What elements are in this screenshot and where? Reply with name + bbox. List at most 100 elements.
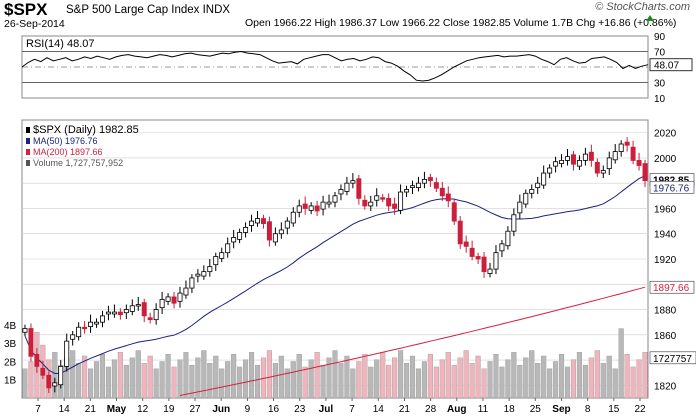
x-tick-label: 16 <box>268 404 280 415</box>
candle-body <box>28 328 34 357</box>
x-tick-label: 7 <box>349 404 355 415</box>
volume-bar <box>606 355 612 399</box>
candle-body <box>332 195 338 203</box>
triangle-up-icon <box>646 15 654 21</box>
volume-bar <box>618 328 624 399</box>
volume-bar <box>505 359 511 399</box>
ma50-line <box>24 175 646 375</box>
volume-bar <box>386 364 392 399</box>
volume-bar <box>588 357 594 399</box>
x-tick-label: 7 <box>35 404 41 415</box>
volume-bar <box>153 368 159 399</box>
price-tick-label: 2020 <box>654 129 677 140</box>
candle-body <box>22 328 28 333</box>
volume-bar <box>570 359 577 399</box>
candle-body <box>541 172 547 186</box>
candle-body <box>594 161 600 174</box>
volume-bar <box>356 361 362 399</box>
volume-bar <box>517 364 523 399</box>
x-tick-label: 27 <box>189 404 201 415</box>
candle-body <box>34 354 40 367</box>
candle-body <box>278 229 284 235</box>
volume-bar <box>612 368 618 399</box>
legend-swatch <box>26 138 30 144</box>
ma50-last-label: 1976.76 <box>653 183 690 194</box>
volume-bar <box>398 350 404 399</box>
volume-bar <box>165 354 171 399</box>
volume-bar <box>469 363 475 399</box>
volume-bar <box>374 359 380 399</box>
candle-body <box>70 334 76 340</box>
price-legend-entry: MA(50) 1976.76 <box>33 136 98 146</box>
quote-date: 26-Sep-2014 <box>4 18 65 30</box>
volume-bar <box>457 357 463 399</box>
candle-body <box>195 273 201 277</box>
volume-bar <box>594 350 600 399</box>
price-tick-label: 1880 <box>654 306 677 317</box>
candle-body <box>225 243 231 254</box>
candle-body <box>171 296 177 304</box>
volume-bar <box>248 352 255 399</box>
volume-bar <box>582 364 588 399</box>
candle-body <box>642 163 648 182</box>
candle-body <box>421 178 427 184</box>
volume-bar <box>266 350 272 399</box>
volume-bar <box>535 363 541 399</box>
candle-body <box>636 160 642 166</box>
candle-body <box>189 277 195 289</box>
candle-body <box>392 203 398 209</box>
x-tick-label: 8 <box>585 404 591 415</box>
candle-body <box>243 227 249 233</box>
volume-bar <box>171 366 177 399</box>
volume-bar <box>105 366 111 399</box>
x-tick-label: 22 <box>634 404 646 415</box>
volume-axis-label: 1B <box>4 376 17 387</box>
candle-body <box>427 177 433 182</box>
volume-bar <box>183 352 189 399</box>
volume-bar <box>93 361 100 399</box>
candle-body <box>380 197 386 200</box>
volume-bar <box>499 366 505 399</box>
candle-body <box>147 317 153 321</box>
volume-bar <box>22 368 28 399</box>
candle-body <box>207 266 213 273</box>
candle-body <box>523 192 529 205</box>
candle-body <box>415 182 421 189</box>
candle-body <box>451 202 457 222</box>
volume-bar <box>111 359 117 399</box>
x-tick-label: 15 <box>608 404 620 415</box>
candle-body <box>99 315 105 323</box>
volume-bar <box>463 350 469 399</box>
candle-body <box>600 170 606 174</box>
volume-bar <box>290 361 296 399</box>
volume-bar <box>129 357 135 399</box>
x-tick-label: 28 <box>425 404 437 415</box>
volume-bar <box>415 368 422 399</box>
x-tick-label: 9 <box>245 404 251 415</box>
volume-bar <box>541 355 547 399</box>
candle-body <box>553 161 559 167</box>
volume-bar <box>123 364 129 399</box>
volume-bar <box>320 364 326 399</box>
volume-bar <box>302 366 308 399</box>
volume-bar <box>624 354 630 399</box>
volume-bar <box>308 359 314 399</box>
candle-body <box>117 311 123 315</box>
volume-bar <box>52 352 58 399</box>
candle-body <box>141 302 147 317</box>
candle-body <box>570 154 576 165</box>
price-tick-label: 1920 <box>654 255 677 266</box>
candle-body <box>213 256 219 266</box>
rsi-last-box <box>649 58 693 72</box>
candle-body <box>88 321 94 328</box>
volume-bar <box>141 363 147 399</box>
volume-bar <box>553 361 559 399</box>
candle-body <box>314 205 320 212</box>
volume-bar <box>421 361 427 399</box>
volume-bar <box>314 352 320 399</box>
candle-body <box>64 340 70 367</box>
volume-bar <box>88 368 94 399</box>
volume-bar <box>576 352 582 399</box>
candle-body <box>618 143 624 152</box>
ohlc-summary: Open 1966.22 High 1986.37 Low 1966.22 Cl… <box>245 17 677 29</box>
